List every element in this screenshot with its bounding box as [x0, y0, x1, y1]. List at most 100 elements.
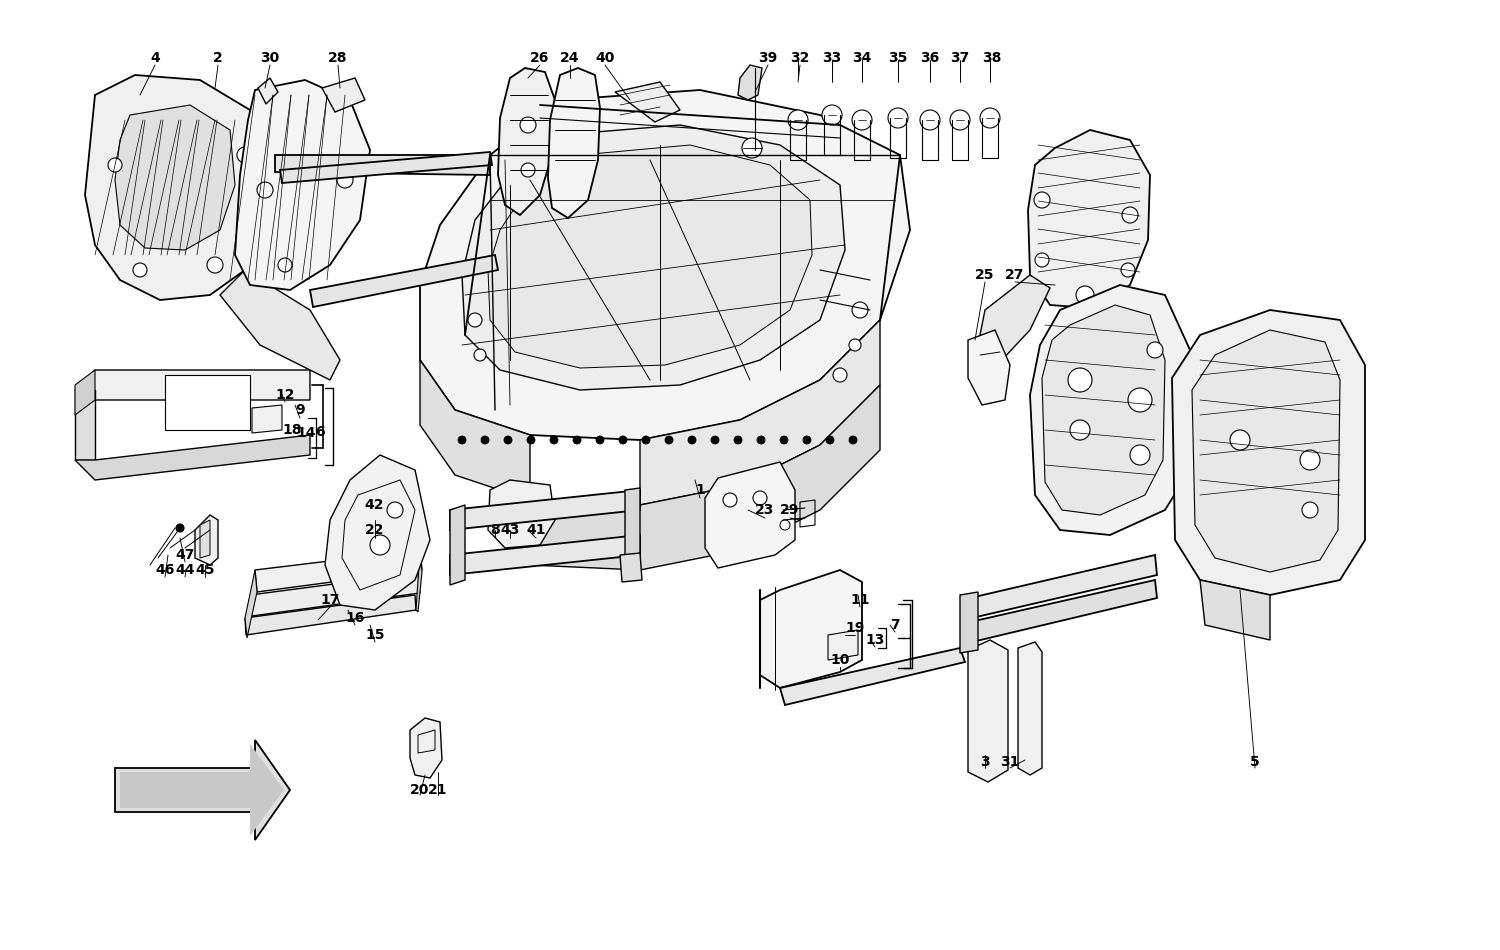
Circle shape: [849, 339, 861, 351]
Text: 18: 18: [282, 423, 302, 437]
Circle shape: [822, 105, 842, 125]
Text: 4: 4: [150, 51, 160, 65]
Circle shape: [520, 163, 536, 177]
Polygon shape: [1030, 285, 1190, 535]
Polygon shape: [120, 744, 284, 836]
Text: 17: 17: [321, 593, 339, 607]
Text: 38: 38: [982, 51, 1002, 65]
Polygon shape: [195, 515, 217, 565]
Circle shape: [711, 436, 718, 444]
Polygon shape: [410, 718, 442, 778]
Circle shape: [1035, 253, 1048, 267]
Text: 3: 3: [980, 755, 990, 769]
Text: 27: 27: [1005, 268, 1025, 282]
Circle shape: [1034, 192, 1050, 208]
Text: 2: 2: [213, 51, 223, 65]
Circle shape: [734, 436, 742, 444]
Polygon shape: [75, 435, 310, 480]
Text: 21: 21: [429, 783, 447, 797]
Polygon shape: [200, 520, 210, 558]
Text: 32: 32: [790, 51, 810, 65]
Circle shape: [723, 493, 736, 507]
Polygon shape: [1192, 330, 1340, 572]
Polygon shape: [75, 370, 94, 415]
Text: 13: 13: [865, 633, 885, 647]
Text: 15: 15: [366, 628, 384, 642]
Polygon shape: [626, 488, 640, 560]
Polygon shape: [220, 270, 340, 380]
Text: 45: 45: [195, 563, 214, 577]
Polygon shape: [236, 80, 370, 290]
Circle shape: [758, 436, 765, 444]
Polygon shape: [258, 78, 278, 104]
Circle shape: [237, 147, 254, 163]
Polygon shape: [420, 360, 530, 500]
Text: 22: 22: [366, 523, 384, 537]
Text: 23: 23: [756, 503, 774, 517]
Polygon shape: [488, 145, 812, 368]
Circle shape: [849, 436, 856, 444]
Circle shape: [468, 313, 482, 327]
Polygon shape: [970, 580, 1156, 642]
Circle shape: [596, 436, 604, 444]
Polygon shape: [310, 255, 498, 307]
Circle shape: [1300, 450, 1320, 470]
Circle shape: [1130, 445, 1150, 465]
Text: 34: 34: [852, 51, 871, 65]
Circle shape: [664, 436, 674, 444]
Circle shape: [474, 349, 486, 361]
Text: 28: 28: [328, 51, 348, 65]
Polygon shape: [280, 152, 492, 183]
Circle shape: [620, 436, 627, 444]
Circle shape: [504, 436, 512, 444]
Polygon shape: [326, 455, 430, 610]
Circle shape: [370, 535, 390, 555]
Circle shape: [780, 520, 790, 530]
Text: 35: 35: [888, 51, 908, 65]
Text: 36: 36: [921, 51, 939, 65]
Text: 39: 39: [759, 51, 777, 65]
Circle shape: [387, 502, 404, 518]
Circle shape: [278, 258, 292, 272]
Text: 16: 16: [345, 611, 364, 625]
Circle shape: [1230, 430, 1250, 450]
Circle shape: [827, 436, 834, 444]
Circle shape: [1128, 388, 1152, 412]
Polygon shape: [530, 385, 880, 570]
Polygon shape: [1019, 642, 1042, 775]
Circle shape: [980, 108, 1000, 128]
Polygon shape: [1028, 130, 1150, 308]
Circle shape: [573, 436, 580, 444]
Polygon shape: [970, 555, 1156, 618]
Circle shape: [1070, 420, 1090, 440]
Polygon shape: [968, 640, 1008, 782]
Text: 8: 8: [490, 523, 500, 537]
Text: 29: 29: [780, 503, 800, 517]
Polygon shape: [450, 490, 640, 530]
Circle shape: [852, 302, 868, 318]
Polygon shape: [548, 68, 600, 218]
Polygon shape: [488, 480, 555, 548]
Text: 10: 10: [831, 653, 849, 667]
Polygon shape: [420, 90, 910, 440]
Circle shape: [788, 110, 808, 130]
Polygon shape: [705, 462, 795, 568]
Polygon shape: [416, 550, 422, 612]
Circle shape: [742, 138, 762, 158]
Polygon shape: [760, 570, 862, 688]
Circle shape: [526, 436, 536, 444]
Polygon shape: [116, 740, 290, 840]
Circle shape: [1302, 502, 1318, 518]
Circle shape: [888, 108, 908, 128]
Circle shape: [207, 257, 224, 273]
Polygon shape: [255, 550, 422, 592]
Polygon shape: [450, 505, 465, 585]
Polygon shape: [960, 592, 978, 653]
Circle shape: [338, 172, 352, 188]
Polygon shape: [252, 405, 282, 433]
Polygon shape: [274, 155, 490, 175]
Text: 24: 24: [561, 51, 579, 65]
Polygon shape: [1172, 310, 1365, 595]
Circle shape: [753, 491, 766, 505]
Polygon shape: [780, 648, 964, 705]
